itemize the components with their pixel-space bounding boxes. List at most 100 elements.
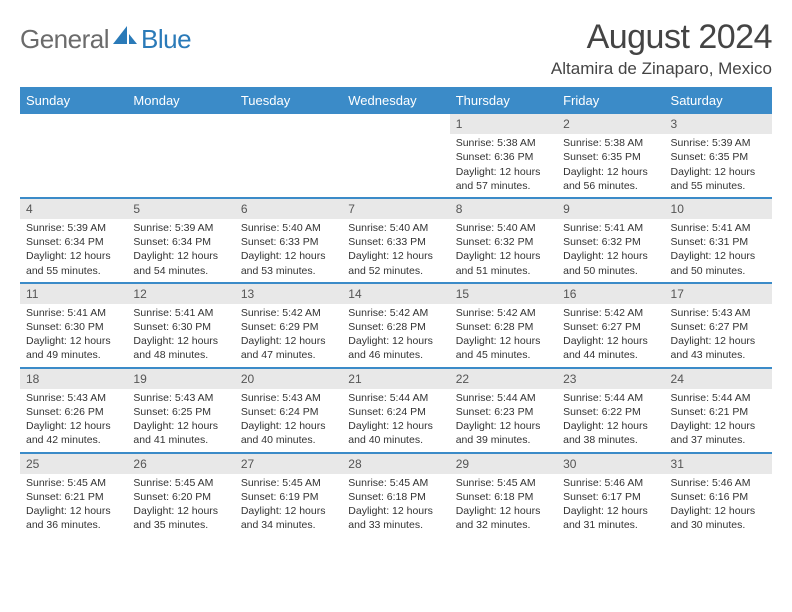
daylight-line: Daylight: 12 hours and 35 minutes. (133, 504, 228, 532)
sunset-line: Sunset: 6:30 PM (26, 320, 121, 334)
sunset-line: Sunset: 6:34 PM (133, 235, 228, 249)
sunset-line: Sunset: 6:35 PM (563, 150, 658, 164)
day-cell: 15Sunrise: 5:42 AMSunset: 6:28 PMDayligh… (450, 284, 557, 367)
day-number: 2 (557, 114, 664, 134)
day-body: Sunrise: 5:39 AMSunset: 6:35 PMDaylight:… (665, 134, 772, 197)
weeks-container: 1Sunrise: 5:38 AMSunset: 6:36 PMDaylight… (20, 112, 772, 536)
sunrise-line: Sunrise: 5:39 AM (671, 136, 766, 150)
daylight-line: Daylight: 12 hours and 30 minutes. (671, 504, 766, 532)
day-body: Sunrise: 5:40 AMSunset: 6:33 PMDaylight:… (342, 219, 449, 282)
day-body: Sunrise: 5:43 AMSunset: 6:26 PMDaylight:… (20, 389, 127, 452)
sunrise-line: Sunrise: 5:45 AM (26, 476, 121, 490)
day-cell: 27Sunrise: 5:45 AMSunset: 6:19 PMDayligh… (235, 454, 342, 537)
day-cell: 23 Sunrise: 5:44 AMSunset: 6:22 PMDayligh… (557, 369, 664, 452)
day-cell (127, 114, 234, 197)
sunrise-line: Sunrise: 5:43 AM (26, 391, 121, 405)
day-body (342, 134, 449, 140)
day-number: 27 (235, 454, 342, 474)
day-cell: 30Sunrise: 5:46 AMSunset: 6:17 PMDayligh… (557, 454, 664, 537)
day-body: Sunrise: 5:43 AMSunset: 6:25 PMDaylight:… (127, 389, 234, 452)
day-cell: 19Sunrise: 5:43 AMSunset: 6:25 PMDayligh… (127, 369, 234, 452)
day-cell: 17Sunrise: 5:43 AMSunset: 6:27 PMDayligh… (665, 284, 772, 367)
day-cell (342, 114, 449, 197)
sunset-line: Sunset: 6:32 PM (456, 235, 551, 249)
day-body: Sunrise: 5:44 AMSunset: 6:21 PMDaylight:… (665, 389, 772, 452)
sunrise-line: Sunrise: 5:44 AM (563, 391, 658, 405)
sunset-line: Sunset: 6:31 PM (671, 235, 766, 249)
logo-text-blue: Blue (141, 24, 191, 55)
day-body: Sunrise: 5:41 AMSunset: 6:30 PMDaylight:… (127, 304, 234, 367)
day-body (127, 134, 234, 140)
daylight-line: Daylight: 12 hours and 56 minutes. (563, 165, 658, 193)
day-cell: 3Sunrise: 5:39 AMSunset: 6:35 PMDaylight… (665, 114, 772, 197)
day-number (20, 114, 127, 134)
logo-text-general: General (20, 24, 109, 55)
sunset-line: Sunset: 6:18 PM (348, 490, 443, 504)
day-body: Sunrise: 5:41 AMSunset: 6:30 PMDaylight:… (20, 304, 127, 367)
day-cell: 29Sunrise: 5:45 AMSunset: 6:18 PMDayligh… (450, 454, 557, 537)
day-cell (235, 114, 342, 197)
day-cell: 6Sunrise: 5:40 AMSunset: 6:33 PMDaylight… (235, 199, 342, 282)
day-number: 25 (20, 454, 127, 474)
daylight-line: Daylight: 12 hours and 34 minutes. (241, 504, 336, 532)
sunrise-line: Sunrise: 5:41 AM (133, 306, 228, 320)
week-row: 18Sunrise: 5:43 AMSunset: 6:26 PMDayligh… (20, 367, 772, 452)
day-body: Sunrise: 5:39 AMSunset: 6:34 PMDaylight:… (127, 219, 234, 282)
sunset-line: Sunset: 6:32 PM (563, 235, 658, 249)
day-number: 12 (127, 284, 234, 304)
sunrise-line: Sunrise: 5:40 AM (456, 221, 551, 235)
sunset-line: Sunset: 6:26 PM (26, 405, 121, 419)
daylight-line: Daylight: 12 hours and 42 minutes. (26, 419, 121, 447)
day-number: 21 (342, 369, 449, 389)
day-cell (20, 114, 127, 197)
day-number: 14 (342, 284, 449, 304)
daylight-line: Daylight: 12 hours and 31 minutes. (563, 504, 658, 532)
day-cell: 28Sunrise: 5:45 AMSunset: 6:18 PMDayligh… (342, 454, 449, 537)
day-body: Sunrise: 5:43 AMSunset: 6:27 PMDaylight:… (665, 304, 772, 367)
day-cell: 2Sunrise: 5:38 AMSunset: 6:35 PMDaylight… (557, 114, 664, 197)
sunset-line: Sunset: 6:23 PM (456, 405, 551, 419)
day-number: 13 (235, 284, 342, 304)
day-cell: 31Sunrise: 5:46 AMSunset: 6:16 PMDayligh… (665, 454, 772, 537)
sunrise-line: Sunrise: 5:42 AM (563, 306, 658, 320)
sunrise-line: Sunrise: 5:46 AM (671, 476, 766, 490)
sunset-line: Sunset: 6:25 PM (133, 405, 228, 419)
day-number: 5 (127, 199, 234, 219)
day-body (20, 134, 127, 140)
day-body: Sunrise: 5:45 AMSunset: 6:21 PMDaylight:… (20, 474, 127, 537)
day-number: 15 (450, 284, 557, 304)
daylight-line: Daylight: 12 hours and 45 minutes. (456, 334, 551, 362)
day-number: 28 (342, 454, 449, 474)
daylight-line: Daylight: 12 hours and 37 minutes. (671, 419, 766, 447)
day-body: Sunrise: 5:38 AMSunset: 6:35 PMDaylight:… (557, 134, 664, 197)
logo: General Blue (20, 24, 191, 55)
day-body: Sunrise: 5:41 AMSunset: 6:32 PMDaylight:… (557, 219, 664, 282)
sunrise-line: Sunrise: 5:42 AM (456, 306, 551, 320)
sunset-line: Sunset: 6:27 PM (563, 320, 658, 334)
daylight-line: Daylight: 12 hours and 57 minutes. (456, 165, 551, 193)
day-body: Sunrise: 5:44 AMSunset: 6:23 PMDaylight:… (450, 389, 557, 452)
daylight-line: Daylight: 12 hours and 50 minutes. (563, 249, 658, 277)
sunrise-line: Sunrise: 5:46 AM (563, 476, 658, 490)
sunrise-line: Sunrise: 5:44 AM (348, 391, 443, 405)
day-body: Sunrise: 5:46 AMSunset: 6:17 PMDaylight:… (557, 474, 664, 537)
day-number: 10 (665, 199, 772, 219)
day-number: 23 (557, 369, 664, 389)
day-cell: 16Sunrise: 5:42 AMSunset: 6:27 PMDayligh… (557, 284, 664, 367)
sunset-line: Sunset: 6:17 PM (563, 490, 658, 504)
sunrise-line: Sunrise: 5:41 AM (671, 221, 766, 235)
daylight-line: Daylight: 12 hours and 47 minutes. (241, 334, 336, 362)
sunrise-line: Sunrise: 5:44 AM (456, 391, 551, 405)
day-cell: 13Sunrise: 5:42 AMSunset: 6:29 PMDayligh… (235, 284, 342, 367)
sunrise-line: Sunrise: 5:39 AM (133, 221, 228, 235)
sunrise-line: Sunrise: 5:38 AM (456, 136, 551, 150)
sunrise-line: Sunrise: 5:41 AM (26, 306, 121, 320)
daylight-line: Daylight: 12 hours and 55 minutes. (26, 249, 121, 277)
daylight-line: Daylight: 12 hours and 38 minutes. (563, 419, 658, 447)
sunset-line: Sunset: 6:21 PM (26, 490, 121, 504)
location-subtitle: Altamira de Zinaparo, Mexico (551, 59, 772, 79)
sunrise-line: Sunrise: 5:42 AM (241, 306, 336, 320)
sunset-line: Sunset: 6:22 PM (563, 405, 658, 419)
sunrise-line: Sunrise: 5:45 AM (241, 476, 336, 490)
day-body: Sunrise: 5:41 AMSunset: 6:31 PMDaylight:… (665, 219, 772, 282)
